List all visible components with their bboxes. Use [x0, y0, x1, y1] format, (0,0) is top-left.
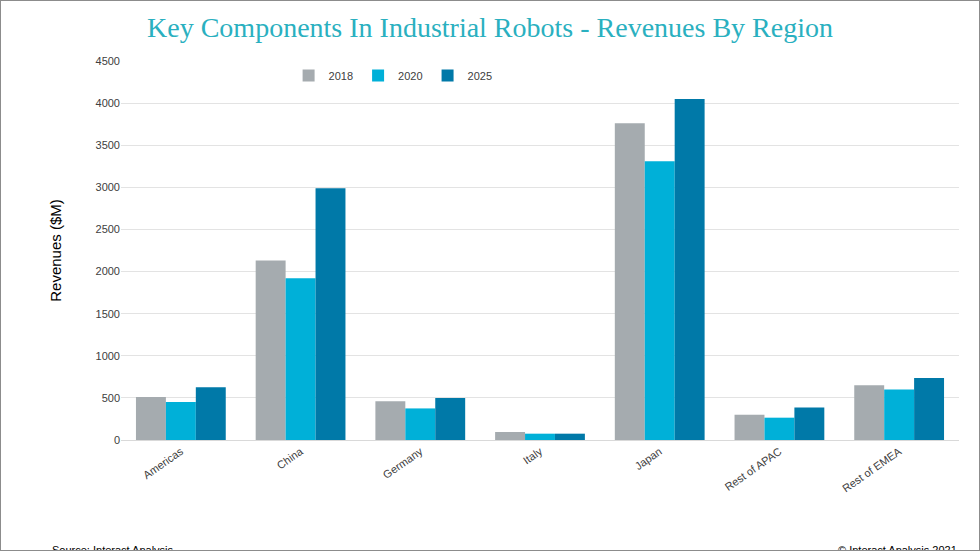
svg-text:Key Components In Industrial R: Key Components In Industrial Robots - Re… [147, 12, 833, 43]
svg-text:© Interact Analysis 2021: © Interact Analysis 2021 [838, 544, 957, 550]
svg-text:Japan: Japan [633, 445, 664, 472]
svg-text:500: 500 [102, 392, 120, 404]
svg-text:1500: 1500 [96, 308, 120, 320]
svg-text:2020: 2020 [398, 70, 422, 82]
svg-text:China: China [274, 445, 305, 472]
svg-text:2000: 2000 [96, 265, 120, 277]
svg-text:1000: 1000 [96, 350, 120, 362]
svg-text:3500: 3500 [96, 139, 120, 151]
svg-text:Rest of APAC: Rest of APAC [722, 445, 783, 493]
svg-text:Americas: Americas [141, 445, 186, 481]
svg-text:Source: Interact Analysis: Source: Interact Analysis [52, 544, 174, 550]
svg-text:4500: 4500 [96, 55, 120, 67]
svg-text:Revenues ($M): Revenues ($M) [47, 199, 64, 302]
svg-text:2018: 2018 [329, 70, 353, 82]
svg-text:2500: 2500 [96, 223, 120, 235]
svg-text:Italy: Italy [521, 445, 545, 467]
svg-text:Rest of EMEA: Rest of EMEA [840, 445, 904, 495]
svg-text:0: 0 [114, 434, 120, 446]
svg-text:2025: 2025 [468, 70, 492, 82]
svg-text:4000: 4000 [96, 97, 120, 109]
svg-text:Germany: Germany [381, 445, 425, 481]
svg-text:3000: 3000 [96, 181, 120, 193]
